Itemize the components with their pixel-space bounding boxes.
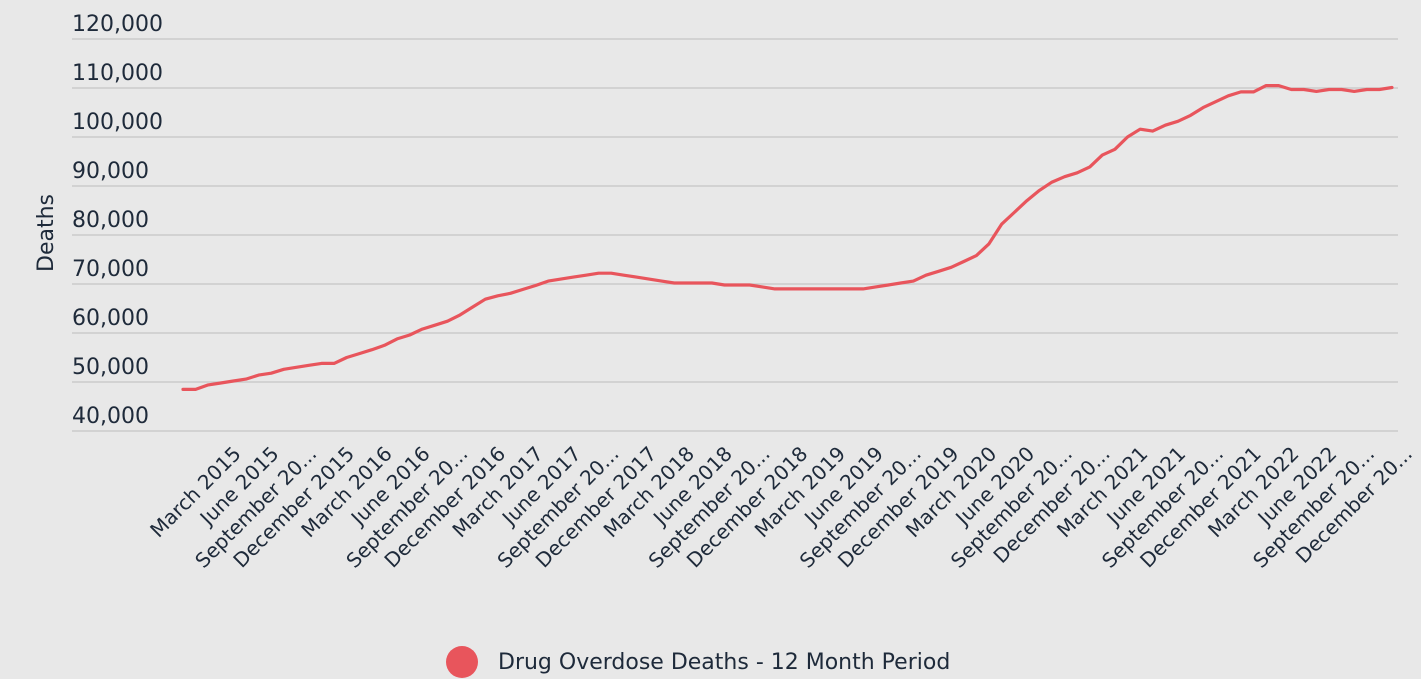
y-axis-ticks: 40,000 50,000 60,000 70,000 80,000 90,000 100,… xyxy=(72,12,163,429)
gridlines xyxy=(72,38,1398,432)
y-tick-label: 110,000 xyxy=(72,61,163,86)
y-tick-label: 70,000 xyxy=(72,257,149,282)
legend-swatch xyxy=(446,646,478,678)
y-axis-title: Deaths xyxy=(34,194,59,272)
y-tick-label: 50,000 xyxy=(72,355,149,380)
y-tick-label: 90,000 xyxy=(72,159,149,184)
y-tick-label: 60,000 xyxy=(72,306,149,331)
legend-label: Drug Overdose Deaths - 12 Month Period xyxy=(498,649,951,675)
y-tick-label: 40,000 xyxy=(72,404,149,429)
series-layer xyxy=(181,84,1394,391)
legend[interactable]: Drug Overdose Deaths - 12 Month Period xyxy=(446,646,950,678)
y-tick-label: 80,000 xyxy=(72,208,149,233)
y-tick-label: 120,000 xyxy=(72,12,163,37)
series-line[interactable] xyxy=(181,84,1394,391)
y-tick-label: 100,000 xyxy=(72,110,163,135)
